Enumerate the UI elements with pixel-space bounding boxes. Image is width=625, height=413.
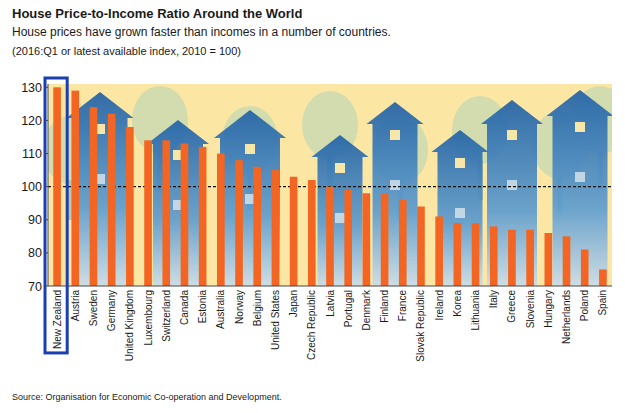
x-tick-label: Netherlands [561, 290, 572, 344]
bar [435, 216, 443, 286]
x-tick-label: France [397, 290, 408, 322]
y-axis [48, 84, 49, 286]
x-tick-label: Austria [70, 290, 81, 322]
x-tick-label: Sweden [88, 290, 99, 326]
x-tick-label: Norway [234, 290, 245, 324]
bar [454, 223, 462, 286]
bar [290, 177, 298, 286]
x-axis [48, 286, 612, 287]
bar [108, 114, 116, 286]
window [335, 163, 345, 173]
x-tick-label: Slovenia [525, 290, 536, 329]
annotation: (2016:Q1 or latest available index, 2010… [12, 45, 241, 57]
window [390, 130, 400, 140]
x-tick-label: Portugal [343, 290, 354, 327]
source: Source: Organisation for Economic Co-ope… [12, 392, 282, 402]
window [455, 158, 465, 168]
bar [526, 230, 534, 286]
bar [326, 187, 334, 286]
bar [399, 200, 407, 286]
bar [90, 107, 98, 286]
x-tick-label: United Kingdom [124, 290, 135, 361]
bar [253, 167, 261, 286]
x-tick-label: Germany [106, 290, 117, 331]
bar [217, 154, 225, 286]
x-tick-label: Ireland [434, 290, 445, 321]
bar [181, 144, 189, 286]
background [48, 84, 612, 286]
x-tick-label: Slovak Republic [415, 290, 426, 362]
window [507, 130, 517, 140]
bar [472, 223, 480, 286]
house [367, 102, 424, 286]
x-tick-label: Canada [179, 290, 190, 325]
subtitle: House prices have grown faster than inco… [12, 25, 391, 39]
window [390, 180, 400, 190]
x-tick-label: Latvia [325, 290, 336, 317]
bar [381, 193, 389, 286]
x-tick-label: Lithuania [470, 290, 481, 331]
x-tick-label: Korea [452, 290, 463, 317]
x-tick-label: Spain [597, 290, 608, 316]
x-tick-label: United States [270, 290, 281, 350]
bar [272, 170, 280, 286]
y-tick-label: 120 [21, 114, 42, 128]
y-tick-label: 90 [28, 213, 42, 227]
bar [53, 87, 61, 286]
x-tick-label: Denmark [361, 289, 372, 331]
x-tick-label: Australia [215, 290, 226, 329]
window [575, 122, 585, 132]
window [455, 208, 465, 218]
x-tick-label: Czech Republic [306, 290, 317, 360]
house [147, 120, 209, 286]
house [481, 100, 543, 286]
bar [71, 91, 79, 286]
bars [53, 87, 606, 286]
x-tick-label: Estonia [197, 290, 208, 324]
window [507, 180, 517, 190]
bar [308, 180, 316, 286]
window [245, 144, 255, 154]
plot-background [48, 84, 612, 286]
window [575, 172, 585, 182]
x-tick-label: Switzerland [161, 290, 172, 342]
y-tick-label: 80 [28, 246, 42, 260]
y-tick-label: 130 [21, 81, 42, 95]
bar [199, 147, 207, 286]
house [312, 135, 369, 286]
x-tick-label: Belgium [252, 290, 263, 326]
y-tick-label: 100 [21, 180, 42, 194]
house [214, 110, 286, 286]
bar [417, 207, 425, 286]
y-tick-label: 70 [28, 280, 42, 294]
x-tick-label: Hungary [543, 290, 554, 328]
bar [508, 230, 516, 286]
bar [545, 233, 553, 286]
house [432, 130, 489, 286]
y-tick-label: 110 [22, 147, 42, 161]
bar [581, 250, 589, 286]
bar [490, 226, 498, 286]
x-tick-label: Luxembourg [143, 290, 154, 346]
bar [563, 236, 571, 286]
chart: House Price-to-Income Ratio Around the W… [0, 0, 625, 413]
bar [126, 127, 134, 286]
x-tick-label: Italy [488, 290, 499, 308]
bar [144, 140, 152, 286]
highlight-box [45, 78, 67, 353]
x-tick-label: Finland [379, 290, 390, 323]
window [335, 213, 345, 223]
bar [363, 193, 371, 286]
x-tick-label: Poland [579, 290, 590, 321]
x-tick-label: Japan [288, 290, 299, 317]
bar [235, 160, 243, 286]
house [547, 90, 613, 286]
x-tick-label: New Zealand [52, 290, 63, 349]
bar [162, 140, 170, 286]
title: House Price-to-Income Ratio Around the W… [12, 6, 302, 21]
x-tick-label: Greece [506, 290, 517, 323]
bar [344, 190, 352, 286]
bar [599, 269, 607, 286]
